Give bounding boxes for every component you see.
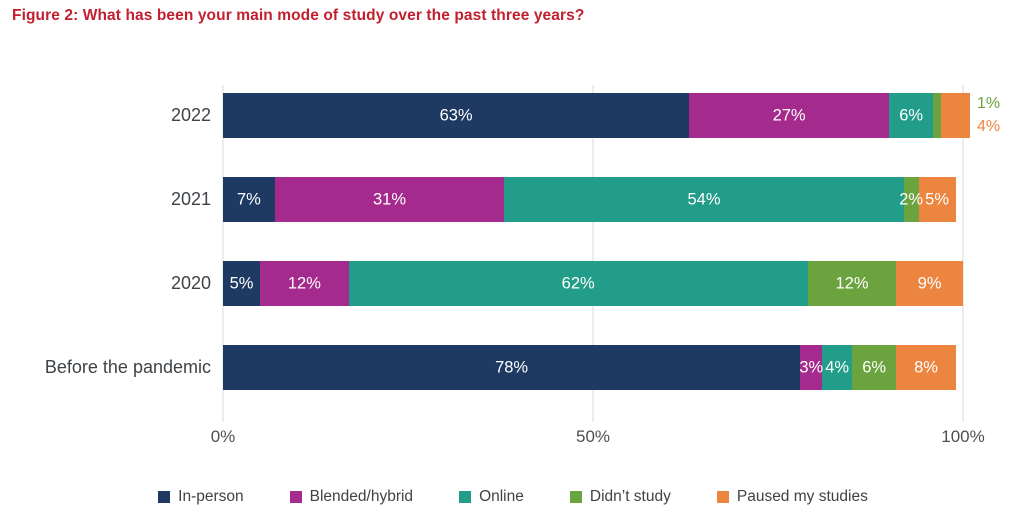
outside-value-labels: 1% 4%: [977, 93, 1000, 138]
x-axis-tick-label: 0%: [210, 427, 236, 446]
bar-segment: [822, 345, 852, 390]
value-label: 4%: [825, 358, 850, 376]
legend-label: Didn’t study: [589, 488, 671, 505]
bar-row: 5% 12% 62% 12% 9%: [223, 261, 963, 306]
bar-segment: [348, 261, 808, 306]
legend: In-person Blended/hybrid Online Didn’t stud…: [0, 484, 1026, 510]
x-axis-tick-label: 100%: [941, 427, 985, 446]
bar-segment: [896, 345, 956, 390]
legend-swatch: [569, 491, 582, 503]
gridline: [962, 85, 964, 422]
value-label: 9%: [917, 274, 942, 292]
bar-segment: [933, 93, 941, 138]
value-label: 5%: [925, 190, 950, 208]
gridline: [222, 85, 224, 422]
legend-label: Paused my studies: [736, 488, 868, 505]
legend-swatch: [289, 491, 302, 503]
figure-title: Figure 2: What has been your main mode o…: [12, 7, 585, 24]
x-axis: 0% 50% 100%: [211, 427, 985, 451]
bar-segment: [918, 177, 956, 222]
category-label: Before the pandemic: [44, 357, 211, 377]
bar-segment: [889, 93, 934, 138]
value-label: 12%: [835, 274, 869, 292]
legend-label: Blended/hybrid: [309, 488, 414, 505]
category-label: 2020: [170, 273, 211, 293]
legend-item: In-person: [158, 488, 244, 506]
value-label: 27%: [772, 106, 806, 124]
legend-item: Paused my studies: [716, 488, 868, 506]
bar-segment: [807, 261, 897, 306]
value-label: 7%: [236, 190, 261, 208]
value-label: 3%: [799, 358, 824, 376]
x-axis-tick-label: 50%: [575, 427, 611, 446]
value-label: 31%: [372, 190, 407, 208]
legend-item: Blended/hybrid: [289, 488, 414, 506]
bar-segment: [223, 345, 801, 390]
bar-row: 63% 27% 6% 1% 4%: [223, 93, 1000, 138]
legend-label: In-person: [178, 488, 244, 505]
value-label: 5%: [229, 274, 254, 292]
gridline: [592, 85, 594, 422]
bar-segment: [274, 177, 505, 222]
bar-segment: [689, 93, 889, 138]
category-label: 2021: [170, 189, 211, 209]
bar-segment: [260, 261, 349, 306]
bar-segment: [504, 177, 904, 222]
outside-value-label: 1%: [977, 95, 1001, 112]
bar-segment: [223, 177, 275, 222]
bar-segment: [852, 345, 897, 390]
value-label: 6%: [862, 358, 887, 376]
bar-segment: [903, 177, 919, 222]
value-label: 78%: [495, 358, 529, 376]
value-label: 8%: [914, 358, 938, 376]
value-label: 54%: [687, 190, 721, 208]
bar-segment: [223, 261, 260, 306]
value-label: 12%: [287, 274, 321, 292]
category-label: 2022: [170, 105, 211, 125]
outside-value-label: 4%: [977, 118, 1001, 135]
bar-segment: [800, 345, 823, 390]
legend-item: Didn’t study: [569, 488, 671, 506]
bar-row: 78% 3% 4% 6% 8%: [223, 345, 963, 390]
bar-row: 7% 31% 54% 2% 5%: [223, 177, 963, 222]
legend-item: Online: [459, 488, 524, 506]
bar-segment: [940, 93, 971, 138]
legend-label: Online: [479, 488, 524, 505]
value-label: 2%: [899, 190, 924, 208]
legend-swatch: [716, 491, 729, 503]
plot-area: 63% 27% 6% 1% 4% 7% 31% 54% 2% 5% 5% 12% 62% 12% 9% 78%…: [222, 85, 1000, 422]
value-label: 63%: [439, 106, 473, 124]
value-label: 6%: [899, 106, 924, 124]
bar-segment: [896, 261, 963, 306]
legend-swatch: [158, 491, 171, 503]
legend-swatch: [459, 491, 472, 503]
value-label: 62%: [561, 274, 595, 292]
bar-segment: [223, 93, 690, 138]
